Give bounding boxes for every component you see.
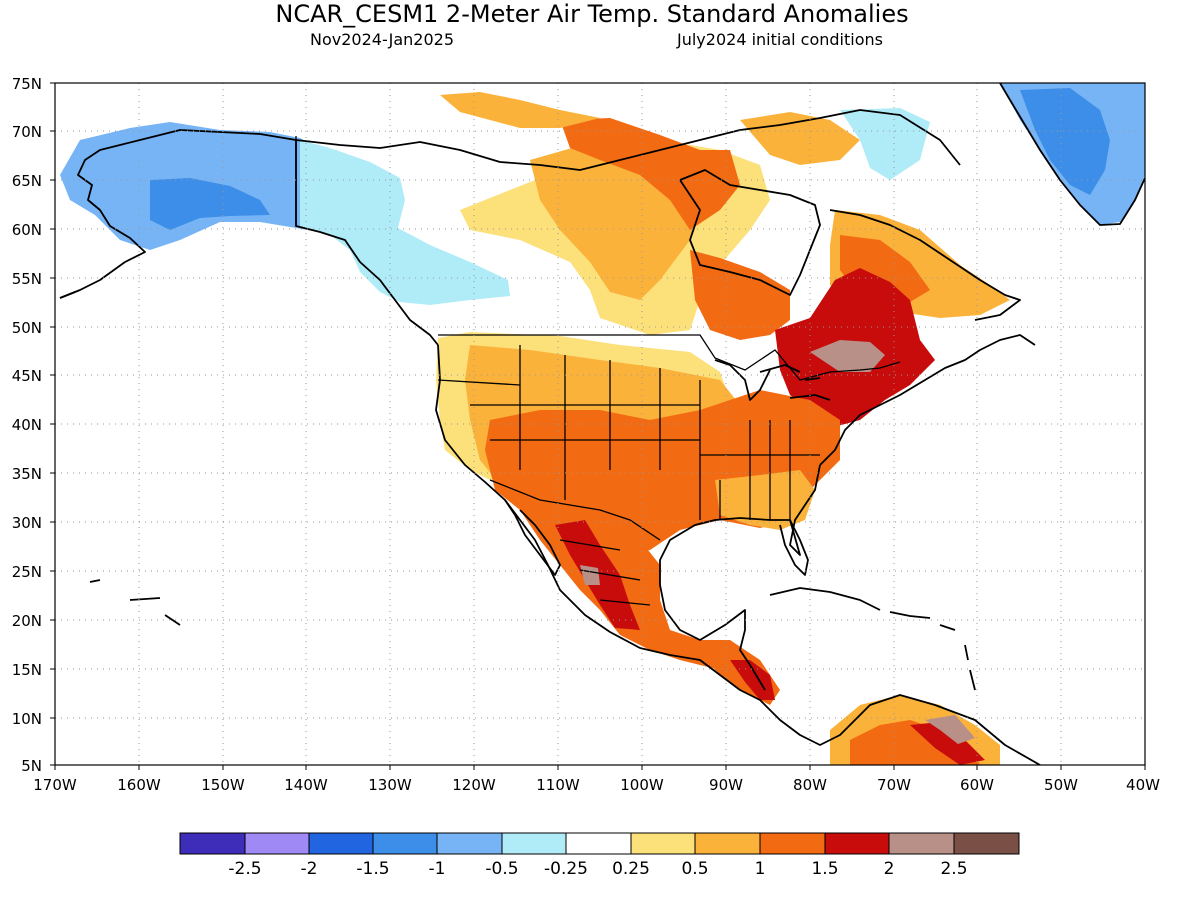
lon-label: 70W <box>877 776 911 794</box>
lon-label: 130W <box>368 776 412 794</box>
colorbar-swatch <box>436 832 503 855</box>
lon-label: 60W <box>960 776 994 794</box>
colorbar-label: 0.5 <box>681 859 708 879</box>
map-title: NCAR_CESM1 2-Meter Air Temp. Standard An… <box>275 0 908 28</box>
colorbar-label: -2 <box>301 859 318 879</box>
baffin-warm <box>740 112 860 165</box>
northeast-extreme <box>810 340 885 372</box>
lon-label: 110W <box>536 776 580 794</box>
us-mexico-border <box>489 479 661 541</box>
colorbar-swatch <box>179 832 246 855</box>
colorbar-label: -1.5 <box>356 859 389 879</box>
lon-label: 50W <box>1044 776 1078 794</box>
great-lakes <box>714 359 831 401</box>
us-canada-border <box>438 334 901 381</box>
lat-label: 60N <box>12 221 42 239</box>
lon-label: 120W <box>452 776 496 794</box>
lon-label: 150W <box>201 776 245 794</box>
coastlines <box>59 83 1145 765</box>
arctic-coast <box>295 109 961 171</box>
lat-label: 15N <box>12 661 42 679</box>
colorbar-label: -0.5 <box>485 859 518 879</box>
east-coast <box>819 334 1036 466</box>
lon-label: 140W <box>284 776 328 794</box>
colorbar-label: -2.5 <box>228 859 261 879</box>
baffin-cool <box>840 108 930 180</box>
colorbar-label: 0.25 <box>612 859 650 879</box>
lat-label: 20N <box>12 612 42 630</box>
lat-label: 25N <box>12 563 42 581</box>
colorbar-swatch <box>565 832 632 855</box>
lat-label: 50N <box>12 319 42 337</box>
lat-label: 45N <box>12 367 42 385</box>
alaska-coast <box>59 129 439 346</box>
colorbar-label: 2 <box>884 859 895 879</box>
colorbar-label: -0.25 <box>544 859 588 879</box>
colorbar-swatch <box>244 832 310 855</box>
arctic-islands-warm <box>440 92 600 128</box>
venezuela-very-warm <box>910 722 985 765</box>
yukon-bc-slightly-below <box>300 140 510 305</box>
colorbar-label: -1 <box>429 859 446 879</box>
forecast-period: Nov2024-Jan2025 <box>310 30 454 49</box>
lon-label: 100W <box>620 776 664 794</box>
lat-label: 55N <box>12 270 42 288</box>
longitude-labels: 170W 160W 150W 140W 130W 120W 110W 100W … <box>33 776 1160 794</box>
west-coast <box>435 344 1041 765</box>
mexico-extreme <box>580 565 600 585</box>
initial-conditions: July2024 initial conditions <box>676 30 883 49</box>
greenland-coast <box>999 83 1145 226</box>
lat-label: 5N <box>21 757 42 775</box>
gulf-coast <box>659 464 821 691</box>
ontario-warm <box>690 250 790 340</box>
hudson-bay <box>679 169 821 296</box>
lat-label: 70N <box>12 123 42 141</box>
lon-label: 90W <box>709 776 743 794</box>
colorbar-swatch <box>824 832 890 855</box>
central-america-very-warm <box>730 660 775 700</box>
colorbar-swatch <box>501 832 567 855</box>
baja-coast <box>504 499 561 576</box>
latitude-labels: 75N 70N 65N 60N 55N 50N 45N 40N 35N 30N … <box>12 75 42 775</box>
political-borders <box>295 136 901 606</box>
colorbar-swatch <box>888 832 955 855</box>
caribbean-islands <box>769 587 976 691</box>
colorbar-swatch <box>308 832 374 855</box>
colorbar-label: 1.5 <box>811 859 838 879</box>
colorbar: -2.5 -2 -1.5 -1 -0.5 -0.25 0.25 0.5 1 1.… <box>179 832 1020 879</box>
mexico-state-lines <box>559 539 651 606</box>
lon-label: 170W <box>33 776 77 794</box>
map-plot <box>50 82 1146 770</box>
aleutians <box>59 291 181 626</box>
venezuela-extreme <box>925 715 975 744</box>
colorbar-swatch <box>630 832 696 855</box>
lon-label: 40W <box>1126 776 1160 794</box>
lon-label: 80W <box>793 776 827 794</box>
lat-label: 40N <box>12 416 42 434</box>
colorbar-label: 1 <box>755 859 766 879</box>
lat-label: 75N <box>12 75 42 93</box>
colorbar-swatch <box>953 832 1020 855</box>
colorbar-swatch <box>372 832 438 855</box>
colorbar-label: 2.5 <box>940 859 967 879</box>
lat-label: 35N <box>12 465 42 483</box>
lat-label: 30N <box>12 514 42 532</box>
lat-label: 10N <box>12 710 42 728</box>
tick-marks <box>50 82 1146 770</box>
alaska-west-cold <box>150 178 270 230</box>
colorbar-swatch <box>694 832 761 855</box>
colorbar-swatch <box>759 832 826 855</box>
us-state-lines <box>437 345 820 520</box>
labrador-coast <box>829 209 1021 321</box>
florida <box>779 519 809 576</box>
lon-label: 160W <box>117 776 161 794</box>
lat-label: 65N <box>12 172 42 190</box>
greenland-colder <box>1020 88 1110 195</box>
